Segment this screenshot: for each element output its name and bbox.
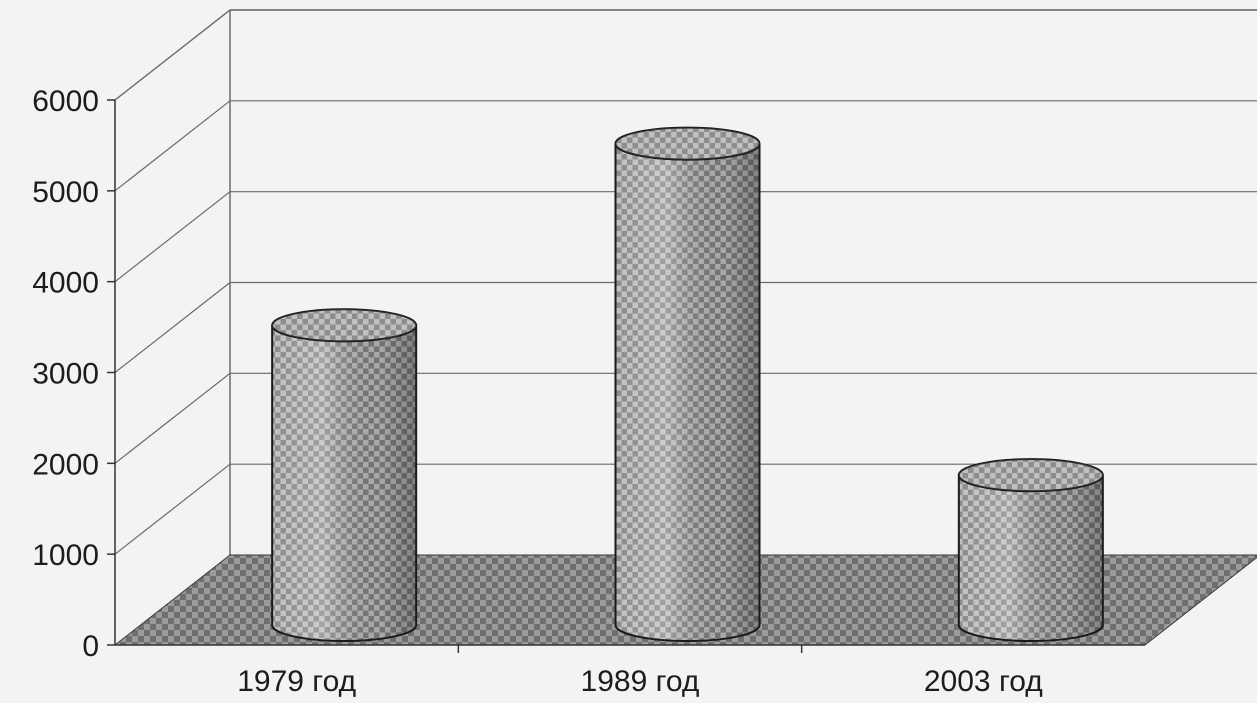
y-tick-label: 0 xyxy=(82,630,99,663)
y-tick-label: 2000 xyxy=(32,448,99,481)
bar-top xyxy=(957,458,1104,493)
bar-top-highlight xyxy=(272,309,417,342)
y-tick-label: 6000 xyxy=(32,85,99,118)
bar-shading xyxy=(957,474,1104,642)
y-tick-label: 3000 xyxy=(32,358,99,391)
bar xyxy=(957,458,1104,642)
x-axis-categories: 1979 год 1989 год 2003 год xyxy=(237,665,1043,698)
y-tick-label: 4000 xyxy=(32,267,99,300)
bar xyxy=(614,126,761,642)
side-gridline xyxy=(114,100,231,192)
y-axis-ticks: 0 1000 2000 3000 4000 5000 6000 xyxy=(32,85,115,663)
bar-shading xyxy=(271,325,418,642)
bar-top-highlight xyxy=(958,459,1103,492)
side-gridline xyxy=(114,191,231,283)
x-category-label: 2003 год xyxy=(924,665,1043,698)
bar-top xyxy=(271,308,418,343)
bar-top xyxy=(614,126,761,161)
bar-shading xyxy=(614,143,761,642)
y-tick-label: 1000 xyxy=(32,539,99,572)
y-tick-label: 5000 xyxy=(32,176,99,209)
side-gridline xyxy=(114,282,231,373)
side-gridline xyxy=(114,463,231,555)
side-gridline xyxy=(114,372,231,464)
bar-top-highlight xyxy=(615,127,760,160)
x-category-label: 1989 год xyxy=(581,665,700,698)
side-gridline xyxy=(114,9,231,101)
bar xyxy=(271,308,418,642)
x-category-label: 1979 год xyxy=(237,665,356,698)
bars xyxy=(271,126,1104,642)
